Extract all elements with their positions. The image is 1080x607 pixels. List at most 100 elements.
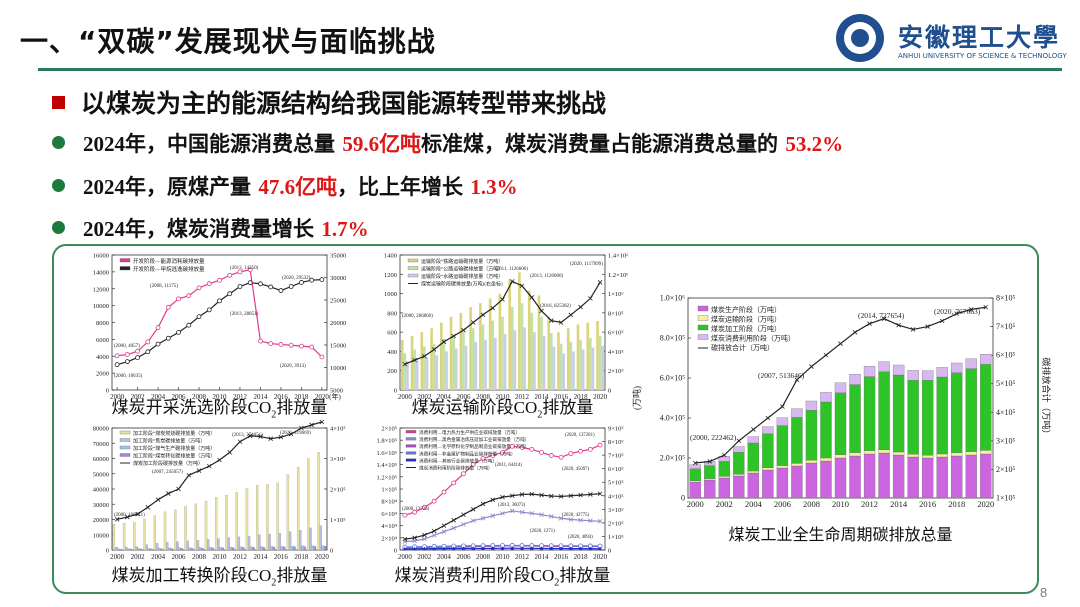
y2-tick-label: 2×10⁵ xyxy=(996,465,1016,474)
stacked-bar xyxy=(747,470,760,474)
data-point xyxy=(881,316,887,321)
data-point xyxy=(288,431,294,437)
x-tick-label: 2010 xyxy=(213,553,228,561)
x-tick-label: 2004 xyxy=(151,553,166,561)
stacked-bar xyxy=(689,481,701,499)
y-tick-label: 6.0×10⁵ xyxy=(660,374,686,383)
y2-tick-label: 7×10⁵ xyxy=(996,322,1016,331)
data-point xyxy=(558,320,564,325)
y-tick-label: 8.0×10⁵ xyxy=(660,334,686,343)
legend-swatch xyxy=(405,444,417,448)
bar xyxy=(219,547,222,551)
point-annotation: (2000, 10635) xyxy=(114,374,143,379)
x-tick-label: 2016 xyxy=(554,393,569,401)
data-point xyxy=(578,546,583,551)
data-point xyxy=(227,272,233,278)
y-tick-label: 0 xyxy=(394,548,397,555)
x-tick-label: 2010 xyxy=(496,393,511,401)
data-point xyxy=(451,517,456,523)
bar xyxy=(227,537,230,551)
round-bullet-icon xyxy=(52,221,65,234)
bullet-year: 2024 xyxy=(83,132,125,156)
data-point xyxy=(548,453,554,458)
stacked-bar xyxy=(834,392,847,455)
bar xyxy=(196,540,200,551)
point-annotation: (2020, 419669) xyxy=(280,431,311,436)
stacked-bar xyxy=(907,456,919,499)
stacked-bar xyxy=(747,472,760,499)
y-tick-label: 16000 xyxy=(93,253,109,260)
bar xyxy=(266,484,269,551)
bar xyxy=(586,322,590,390)
bar xyxy=(250,546,253,551)
legend-label: 煤炭运输阶段（万吨） xyxy=(711,315,781,324)
point-annotation: (2000, 4057) xyxy=(114,344,140,349)
y-tick-label: 1400 xyxy=(384,253,397,260)
stacked-bar xyxy=(733,474,745,477)
legend-label: 加工阶段“煤炭燃烧碳排放量（万吨） xyxy=(133,430,215,437)
y-tick-label: 8×10⁴ xyxy=(381,499,397,506)
y-tick-label: 2×10⁴ xyxy=(381,535,397,542)
legend-label: 煤炭消费利用阶段碳排放量（万吨） xyxy=(419,465,493,472)
x-unit-label: (年) xyxy=(329,392,341,401)
y2-axis-label: 碳排放合计（万吨） xyxy=(1041,357,1052,438)
bar xyxy=(307,458,310,551)
y2-tick-label: 0 xyxy=(330,548,333,555)
data-point xyxy=(509,443,515,449)
point-annotation: (2020, 3913) xyxy=(280,364,306,369)
bar xyxy=(513,330,517,390)
data-point xyxy=(268,284,274,290)
data-point xyxy=(217,457,222,463)
y-tick-label: 6×10⁴ xyxy=(381,511,397,518)
data-point xyxy=(431,533,437,538)
data-point xyxy=(176,329,181,335)
x-tick-label: 2002 xyxy=(417,393,432,401)
legend-swatch xyxy=(405,437,417,441)
data-point xyxy=(186,293,192,299)
data-point xyxy=(765,415,771,421)
y2-tick-label: 6×10⁵ xyxy=(996,351,1016,360)
y2-tick-label: 8×10⁵ xyxy=(608,439,624,446)
data-point xyxy=(268,436,273,441)
data-point xyxy=(422,546,427,551)
y2-tick-label: 35000 xyxy=(330,253,346,260)
legend-label: 加工阶段“焦炭碳排放量（万吨） xyxy=(133,438,205,445)
stacked-bar xyxy=(921,370,934,381)
point-annotation: (2020, 1271) xyxy=(530,529,555,534)
data-point xyxy=(319,354,325,360)
data-point xyxy=(500,449,505,455)
bar xyxy=(562,353,565,390)
data-point xyxy=(451,333,456,339)
stacked-bar xyxy=(951,362,963,373)
bar xyxy=(272,546,276,551)
stacked-bar xyxy=(805,400,818,411)
bar xyxy=(445,351,448,390)
bar xyxy=(288,531,292,551)
bar xyxy=(520,303,524,390)
data-point xyxy=(588,296,593,301)
y-tick-label: 6000 xyxy=(96,337,109,344)
bullet-year: 2024 xyxy=(83,175,125,199)
stacked-bar xyxy=(834,382,847,393)
y2-tick-label: 1×10⁵ xyxy=(996,494,1016,503)
bar xyxy=(442,338,446,390)
bar xyxy=(557,332,560,390)
stacked-bar xyxy=(718,461,730,477)
stacked-bar xyxy=(776,467,789,499)
stacked-bar xyxy=(921,455,934,459)
bar xyxy=(139,548,143,551)
data-point xyxy=(480,456,486,461)
legend-swatch xyxy=(119,438,131,442)
data-point xyxy=(867,321,872,326)
y2-tick-label: 1×10⁵ xyxy=(330,517,346,524)
stacked-bar xyxy=(951,455,963,499)
data-point xyxy=(490,546,495,550)
data-point xyxy=(597,279,603,285)
bar xyxy=(262,547,265,551)
x-tick-label: 2016 xyxy=(274,393,289,401)
x-tick-label: 2008 xyxy=(192,393,207,401)
data-point xyxy=(896,322,901,328)
bar xyxy=(211,547,214,551)
y2-tick-label: 30000 xyxy=(330,275,346,282)
legend-swatch xyxy=(407,258,419,263)
